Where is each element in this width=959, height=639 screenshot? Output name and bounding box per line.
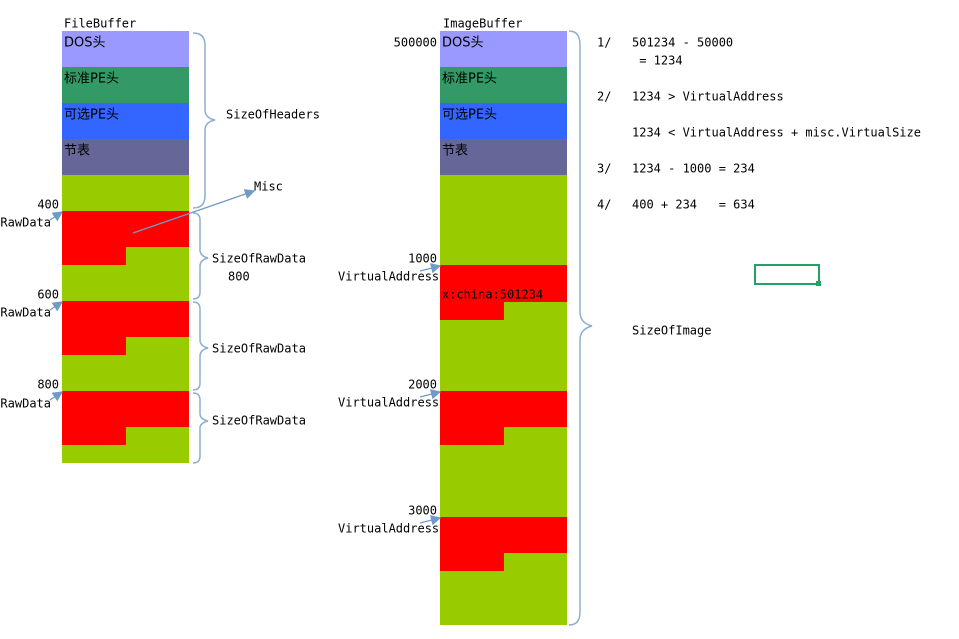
header: DOS头 [64, 36, 106, 51]
fill-handle[interactable] [816, 281, 821, 286]
address-label: VirtualAddress [338, 270, 439, 284]
step-num: 1/ [597, 36, 611, 50]
header: 可选PE头 [64, 108, 119, 123]
header: 标准PE头 [64, 72, 119, 87]
header: 标准PE头 [442, 72, 497, 87]
base-address: 500000 [394, 36, 437, 50]
address: 3000 [408, 504, 437, 518]
step-line: 1234 > VirtualAddress [632, 90, 784, 104]
selected-cell[interactable] [754, 264, 820, 285]
header: 可选PE头 [442, 108, 497, 123]
step-line: 400 + 234 = 634 [632, 198, 755, 212]
brace-label: SizeOfRawData [212, 414, 306, 428]
step-line: 1234 < VirtualAddress + misc.VirtualSize [632, 126, 921, 140]
header: 节表 [64, 144, 90, 159]
title: FileBuffer [64, 17, 136, 31]
misc-label: Misc [254, 180, 283, 194]
offset: 600 [37, 288, 59, 302]
image-buffer: ImageBuffer 500000 DOS头 标准PE头 可选PE头 节表 1… [338, 17, 711, 626]
address: 1000 [408, 252, 437, 266]
file-buffer: FileBuffer DOS头 标准PE头 可选PE头 节表 400 600 8… [0, 17, 320, 464]
step-num: 2/ [597, 90, 611, 104]
offset: 800 [37, 378, 59, 392]
address-label: VirtualAddress [338, 396, 439, 410]
raw-label: oRawData [0, 306, 51, 320]
header: 节表 [442, 144, 468, 159]
address: 2000 [408, 378, 437, 392]
step-line: = 1234 [632, 54, 683, 68]
title: ImageBuffer [443, 17, 522, 31]
step-line: 1234 - 1000 = 234 [632, 162, 755, 176]
brace-label: SizeOfImage [632, 324, 711, 338]
step-line: 501234 - 50000 [632, 36, 733, 50]
brace-label: SizeOfHeaders [226, 108, 320, 122]
raw-label: oRawData [0, 397, 51, 411]
steps: 1/ 501234 - 50000 = 1234 2/ 1234 > Virtu… [597, 36, 921, 212]
brace-label: SizeOfRawData [212, 342, 306, 356]
step-num: 4/ [597, 198, 611, 212]
cell-note: x:china:501234 [442, 288, 543, 302]
misc-size: 800 [228, 270, 250, 284]
step-num: 3/ [597, 162, 611, 176]
raw-label: oRawData [0, 216, 51, 230]
header: DOS头 [442, 36, 484, 51]
address-label: VirtualAddress [338, 522, 439, 536]
brace-label: SizeOfRawData [212, 252, 306, 266]
offset: 400 [37, 198, 59, 212]
